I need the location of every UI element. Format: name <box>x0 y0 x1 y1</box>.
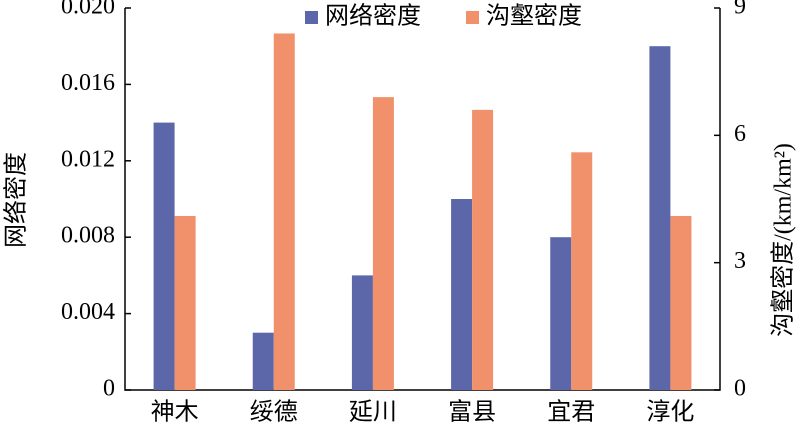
bar <box>351 275 373 390</box>
bar <box>451 199 473 390</box>
x-tick-label: 延川 <box>349 399 397 426</box>
y-tick-label: 0.016 <box>61 70 115 96</box>
bar <box>252 332 274 390</box>
y-axis-title: 网络密度 <box>3 152 30 248</box>
y2-tick-label: 0 <box>734 376 746 402</box>
y-tick-label: 0.008 <box>61 223 115 249</box>
y-tick-label: 0.004 <box>61 299 115 325</box>
y2-tick-label: 6 <box>734 121 746 147</box>
x-tick-label: 神木 <box>151 399 199 426</box>
y2-axis-title: 沟壑密度/(km/km²) <box>770 143 797 337</box>
y2-tick-label: 3 <box>734 248 746 274</box>
x-tick-label: 富县 <box>448 399 496 426</box>
legend-label: 沟壑密度 <box>486 3 582 30</box>
x-tick-label: 宜君 <box>547 399 595 426</box>
legend-swatch <box>466 11 479 24</box>
bar <box>649 46 671 390</box>
bar <box>670 215 692 390</box>
bar <box>273 33 295 390</box>
legend-swatch <box>305 11 318 24</box>
x-tick-label: 绥德 <box>250 399 298 426</box>
axis-frame <box>124 8 721 391</box>
legend-label: 网络密度 <box>325 3 421 30</box>
bar <box>571 152 593 390</box>
x-tick-label: 淳化 <box>646 399 694 426</box>
bar <box>153 122 175 390</box>
bar <box>372 97 394 390</box>
bar <box>472 109 494 390</box>
bar <box>550 237 572 390</box>
y-tick-label: 0.012 <box>61 146 115 172</box>
y-tick-label: 0.020 <box>61 0 115 20</box>
y-tick-label: 0 <box>103 376 115 402</box>
y2-tick-label: 9 <box>734 0 746 20</box>
bar <box>174 215 196 390</box>
